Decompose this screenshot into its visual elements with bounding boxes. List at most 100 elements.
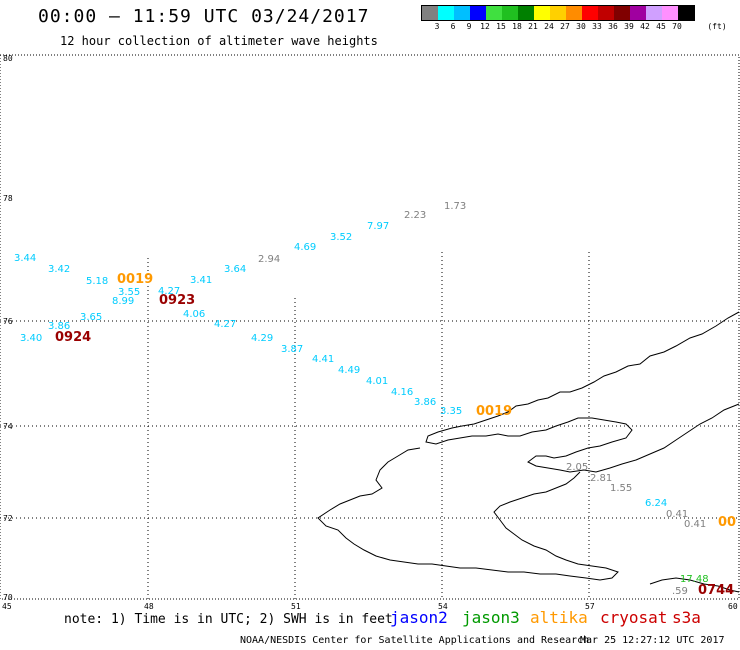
scale-label: 27 [560, 22, 570, 31]
scale-swatch [534, 6, 550, 20]
scale-swatch [566, 6, 582, 20]
scale-label: 24 [544, 22, 554, 31]
footer-note: note: 1) Time is in UTC; 2) SWH is in fe… [64, 612, 393, 627]
lon-label-45: 45 [2, 602, 12, 611]
scale-unit: (ft) [707, 22, 727, 31]
legend-jason3: jason3 [462, 608, 520, 627]
wave-point: 8.99 [112, 296, 134, 307]
lat-label-70: 70 [3, 593, 13, 602]
legend-altika: altika [530, 608, 588, 627]
scale-label: 9 [466, 22, 472, 31]
scale-label: 39 [624, 22, 634, 31]
scale-label: 30 [576, 22, 586, 31]
wave-point: 2.94 [258, 254, 280, 265]
lat-label-80: 80 [3, 54, 13, 63]
scale-swatch [486, 6, 502, 20]
pass-time-label: 0923 [159, 293, 195, 308]
lon-label-48: 48 [144, 602, 154, 611]
coastline [317, 311, 740, 593]
credit: NOAA/NESDIS Center for Satellite Applica… [240, 635, 590, 646]
scale-labels: 3 6 9 12 15 18 21 24 27 30 33 36 39 42 45 70 (ft) [421, 21, 727, 33]
lat-label-74: 74 [3, 422, 13, 431]
wave-point: 4.41 [312, 354, 334, 365]
wave-point: 3.42 [48, 264, 70, 275]
wave-point: 7.97 [367, 221, 389, 232]
scale-swatches [421, 5, 695, 21]
scale-swatch [470, 6, 486, 20]
scale-swatch [614, 6, 630, 20]
scale-swatch [518, 6, 534, 20]
pass-time-label: 0924 [55, 330, 91, 345]
scale-swatch [502, 6, 518, 20]
wave-point: 2.05 [566, 462, 588, 473]
legend-jason2: jason2 [390, 608, 448, 627]
scale-swatch [630, 6, 646, 20]
wave-point: 3.87 [281, 344, 303, 355]
coastline-vaygach [649, 577, 740, 593]
scale-swatch [582, 6, 598, 20]
wave-point: 0.41 [666, 509, 688, 520]
timestamp: Mar 25 12:27:12 UTC 2017 [580, 635, 725, 646]
wave-point: 5.18 [86, 276, 108, 287]
page-subtitle: 12 hour collection of altimeter wave hei… [60, 34, 378, 48]
scale-swatch [454, 6, 470, 20]
wave-point: 3.86 [48, 321, 70, 332]
legend-s3a: s3a [672, 608, 701, 627]
pass-time-label: 00 [718, 515, 736, 530]
scale-label: 45 [656, 22, 666, 31]
scale-swatch [422, 6, 438, 20]
wave-point: 4.16 [391, 387, 413, 398]
wave-point: 17.48 [680, 574, 709, 585]
lon-label-57: 57 [585, 602, 595, 611]
wave-height-scale: 3 6 9 12 15 18 21 24 27 30 33 36 39 42 45 70 (ft) [421, 5, 727, 33]
wave-point: 4.27 [158, 286, 180, 297]
scale-label: 3 [434, 22, 440, 31]
wave-point: 2.23 [404, 210, 426, 221]
wave-point: 1.55 [610, 483, 632, 494]
lat-label-72: 72 [3, 514, 13, 523]
scale-swatch [646, 6, 662, 20]
lon-label-60: 60 [728, 602, 738, 611]
wave-point: 2.81 [590, 473, 612, 484]
wave-point: 4.06 [183, 309, 205, 320]
wave-point: 4.29 [251, 333, 273, 344]
wave-point: 4.49 [338, 365, 360, 376]
wave-point: 3.55 [118, 287, 140, 298]
wave-point: 3.52 [330, 232, 352, 243]
scale-label: 12 [480, 22, 490, 31]
wave-point: .59 [672, 586, 688, 597]
scale-swatch [550, 6, 566, 20]
wave-point: 0.41 [684, 519, 706, 530]
wave-point: 1.73 [444, 201, 466, 212]
scale-label: 6 [450, 22, 456, 31]
scale-label: 33 [592, 22, 602, 31]
wave-point: 3.86 [414, 397, 436, 408]
legend-cryosat: cryosat [600, 608, 668, 627]
wave-point: 3.35 [440, 406, 462, 417]
scale-label: 36 [608, 22, 618, 31]
wave-point: 6.24 [645, 498, 667, 509]
wave-point: 4.69 [294, 242, 316, 253]
lon-label-51: 51 [291, 602, 301, 611]
scale-label: 70 [672, 22, 682, 31]
coastline-north-island [425, 311, 740, 473]
wave-point: 3.44 [14, 253, 36, 264]
pass-time-label: 0019 [476, 404, 512, 419]
coastline-south-island [317, 447, 619, 581]
lat-label-78: 78 [3, 194, 13, 203]
scale-label: 15 [496, 22, 506, 31]
pass-time-labels: 0019 0923 0924 0019 00 0744 [55, 272, 736, 598]
pass-time-label: 0744 [698, 583, 734, 598]
scale-swatch [438, 6, 454, 20]
scale-swatch [598, 6, 614, 20]
pass-time-label: 0019 [117, 272, 153, 287]
scale-label: 18 [512, 22, 522, 31]
wave-point: 3.64 [224, 264, 246, 275]
wave-height-points: 3.44 3.42 5.18 3.55 8.99 3.65 3.86 3.40 … [14, 201, 709, 597]
wave-point: 4.27 [214, 319, 236, 330]
lon-label-54: 54 [438, 602, 448, 611]
map-frame [0, 54, 740, 600]
wave-point: 3.41 [190, 275, 212, 286]
scale-swatch [678, 6, 694, 20]
